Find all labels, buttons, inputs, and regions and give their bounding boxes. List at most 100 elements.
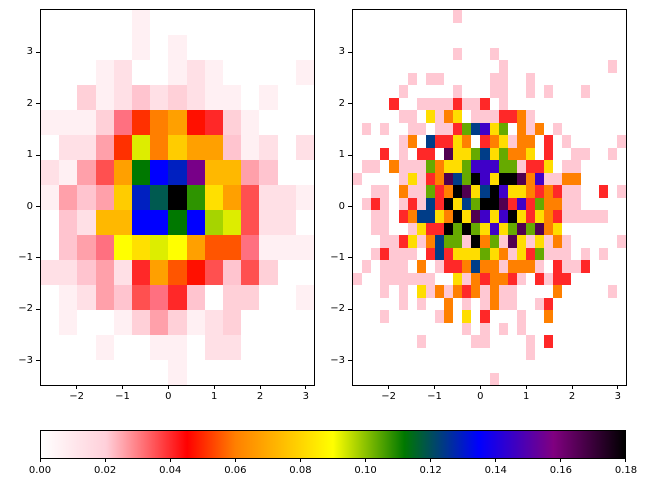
heatmap-cell <box>544 285 554 298</box>
heatmap-cell <box>150 335 169 360</box>
heatmap-cell <box>489 272 499 285</box>
heatmap-cell <box>589 235 599 248</box>
heatmap-cell <box>544 222 554 235</box>
heatmap-cell <box>444 272 454 285</box>
heatmap-cell <box>544 97 554 110</box>
heatmap-cell <box>607 135 617 148</box>
heatmap-cell <box>77 310 96 335</box>
heatmap-cell <box>598 360 608 373</box>
heatmap-cell <box>598 135 608 148</box>
heatmap-cell <box>507 185 517 198</box>
heatmap-cell <box>507 235 517 248</box>
heatmap-cell <box>616 285 626 298</box>
heatmap-cell <box>562 322 572 335</box>
heatmap-cell <box>113 260 132 285</box>
heatmap-cell <box>562 372 572 385</box>
heatmap-cell <box>168 10 187 35</box>
heatmap-cell <box>444 360 454 373</box>
heatmap-cell <box>380 197 390 210</box>
heatmap-cell <box>471 60 481 73</box>
heatmap-cell <box>525 85 535 98</box>
heatmap-cell <box>589 47 599 60</box>
heatmap-cell <box>507 210 517 223</box>
heatmap-cell <box>580 10 590 23</box>
heatmap-cell <box>462 260 472 273</box>
heatmap-cell <box>498 22 508 35</box>
heatmap-cell <box>462 235 472 248</box>
x-tick-mark <box>213 385 215 389</box>
heatmap-cell <box>580 272 590 285</box>
heatmap-cell <box>471 247 481 260</box>
heatmap-cell <box>150 10 169 35</box>
heatmap-cell <box>535 35 545 48</box>
heatmap-cell <box>132 135 151 160</box>
heatmap-cell <box>416 35 426 48</box>
heatmap-cell <box>616 260 626 273</box>
heatmap-cell <box>59 35 78 60</box>
heatmap-cell <box>571 272 581 285</box>
heatmap-cell <box>616 10 626 23</box>
heatmap-cell <box>444 22 454 35</box>
heatmap-cell <box>544 110 554 123</box>
heatmap-cell <box>113 310 132 335</box>
heatmap-cell <box>380 285 390 298</box>
heatmap-cell <box>598 285 608 298</box>
heatmap-cell <box>416 172 426 185</box>
heatmap-cell <box>489 310 499 323</box>
colorbar <box>40 430 626 459</box>
heatmap-cell <box>389 122 399 135</box>
heatmap-cell <box>535 135 545 148</box>
heatmap-cell <box>77 185 96 210</box>
heatmap-cell <box>480 110 490 123</box>
heatmap-cell <box>589 260 599 273</box>
colorbar-tick-label: 0.10 <box>354 465 377 476</box>
heatmap-cell <box>525 222 535 235</box>
heatmap-cell <box>353 285 363 298</box>
heatmap-cell <box>444 260 454 273</box>
heatmap-cell <box>277 335 296 360</box>
heatmap-cell <box>416 210 426 223</box>
heatmap-cell <box>580 60 590 73</box>
heatmap-cell <box>77 210 96 235</box>
heatmap-cell <box>389 147 399 160</box>
heatmap-cell <box>562 310 572 323</box>
heatmap-cell <box>434 135 444 148</box>
heatmap-cell <box>580 72 590 85</box>
heatmap-cell <box>616 235 626 248</box>
heatmap-cell <box>407 172 417 185</box>
colorbar-tick-mark <box>39 458 41 462</box>
heatmap-cell <box>607 372 617 385</box>
heatmap-cell <box>462 160 472 173</box>
heatmap-cell <box>416 285 426 298</box>
heatmap-cell <box>507 135 517 148</box>
heatmap-cell <box>453 297 463 310</box>
heatmap-cell <box>41 85 60 110</box>
heatmap-cell <box>507 347 517 360</box>
heatmap-cell <box>407 122 417 135</box>
heatmap-cell <box>553 222 563 235</box>
heatmap-cell <box>562 247 572 260</box>
heatmap-cell <box>598 347 608 360</box>
heatmap-cell <box>498 35 508 48</box>
heatmap-cell <box>371 260 381 273</box>
heatmap-cell <box>380 372 390 385</box>
heatmap-cell <box>168 85 187 110</box>
heatmap-cell <box>59 10 78 35</box>
heatmap-cell <box>444 247 454 260</box>
heatmap-cell <box>498 10 508 23</box>
heatmap-cell <box>425 235 435 248</box>
heatmap-cell <box>389 285 399 298</box>
heatmap-cell <box>168 235 187 260</box>
heatmap-cell <box>462 35 472 48</box>
colorbar-tick-label: 0.12 <box>419 465 442 476</box>
heatmap-cell <box>398 35 408 48</box>
heatmap-cell <box>525 60 535 73</box>
heatmap-cell <box>389 260 399 273</box>
y-tick-mark <box>36 103 40 105</box>
heatmap-cell <box>498 360 508 373</box>
y-tick-mark <box>36 206 40 207</box>
heatmap-cell <box>389 110 399 123</box>
heatmap-cell <box>95 35 114 60</box>
heatmap-cell <box>407 322 417 335</box>
heatmap-cell <box>607 360 617 373</box>
